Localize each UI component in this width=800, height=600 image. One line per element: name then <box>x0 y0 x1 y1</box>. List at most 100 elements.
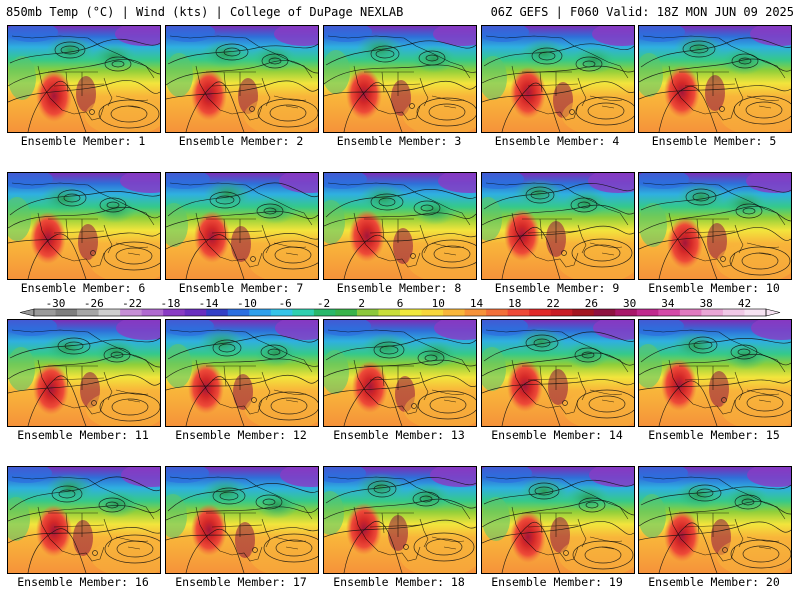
colorbar-tick-label: -10 <box>237 297 257 310</box>
colorbar-swatch <box>120 309 143 316</box>
ensemble-member-map <box>7 319 161 427</box>
ensemble-member-label: Ensemble Member: 4 <box>494 134 620 148</box>
ensemble-member-map <box>323 319 477 427</box>
ensemble-member-map <box>165 466 319 574</box>
colorbar-swatch <box>572 309 595 316</box>
ensemble-member-map <box>481 319 635 427</box>
colorbar-swatch <box>206 309 229 316</box>
ensemble-member-map <box>481 172 635 280</box>
colorbar-swatch <box>270 309 293 316</box>
ensemble-member-map <box>481 25 635 133</box>
colorbar-tick-label: -14 <box>199 297 219 310</box>
colorbar-swatch <box>464 309 487 316</box>
ensemble-member-label: Ensemble Member: 15 <box>648 428 780 442</box>
colorbar-tick-label: -26 <box>84 297 104 310</box>
ensemble-member-label: Ensemble Member: 17 <box>175 575 307 589</box>
colorbar-swatch <box>486 309 509 316</box>
colorbar-tick-label: -18 <box>160 297 180 310</box>
colorbar-swatch <box>615 309 638 316</box>
ensemble-member-label: Ensemble Member: 20 <box>648 575 780 589</box>
colorbar-swatch <box>335 309 358 316</box>
ensemble-member-label: Ensemble Member: 2 <box>178 134 304 148</box>
ensemble-member-map <box>165 25 319 133</box>
colorbar-swatch <box>356 309 379 316</box>
ensemble-member-label: Ensemble Member: 5 <box>651 134 777 148</box>
colorbar-tick-label: 2 <box>358 297 365 310</box>
colorbar-swatch <box>744 309 767 316</box>
colorbar-swatch <box>163 309 186 316</box>
ensemble-member-map <box>638 319 792 427</box>
colorbar-swatch <box>701 309 724 316</box>
colorbar-swatch <box>400 309 422 316</box>
ensemble-member-label: Ensemble Member: 3 <box>336 134 462 148</box>
ensemble-member-label: Ensemble Member: 11 <box>17 428 149 442</box>
ensemble-member-label: Ensemble Member: 16 <box>17 575 149 589</box>
ensemble-member-map <box>7 466 161 574</box>
colorbar-swatch <box>529 309 552 316</box>
ensemble-member-label: Ensemble Member: 14 <box>491 428 623 442</box>
colorbar-swatch <box>249 309 272 316</box>
colorbar-swatch <box>443 309 465 316</box>
ensemble-member-map <box>165 319 319 427</box>
ensemble-member-map <box>638 172 792 280</box>
colorbar-tick-label: -2 <box>317 297 330 310</box>
ensemble-member-map <box>7 25 161 133</box>
colorbar-tick-label: -6 <box>279 297 292 310</box>
ensemble-member-label: Ensemble Member: 10 <box>648 281 780 295</box>
run-valid-info: 06Z GEFS | F060 Valid: 18Z MON JUN 09 20… <box>490 5 794 19</box>
ensemble-member-label: Ensemble Member: 13 <box>333 428 465 442</box>
ensemble-member-label: Ensemble Member: 19 <box>491 575 623 589</box>
colorbar-tick-label: 42 <box>738 297 751 310</box>
ensemble-member-label: Ensemble Member: 8 <box>336 281 462 295</box>
colorbar-swatch <box>507 309 530 316</box>
colorbar-tick-label: 6 <box>397 297 404 310</box>
colorbar-swatch <box>636 309 659 316</box>
colorbar-swatch <box>141 309 164 316</box>
colorbar-swatch <box>593 309 616 316</box>
ensemble-member-label: Ensemble Member: 12 <box>175 428 307 442</box>
ensemble-member-label: Ensemble Member: 18 <box>333 575 465 589</box>
colorbar-outline <box>33 308 767 317</box>
colorbar-min-arrow <box>19 308 35 317</box>
colorbar-max-arrow <box>765 308 781 317</box>
ensemble-member-label: Ensemble Member: 6 <box>20 281 146 295</box>
colorbar-tick-label: 34 <box>661 297 675 310</box>
ensemble-member-map <box>323 172 477 280</box>
colorbar-tick-label: -30 <box>46 297 66 310</box>
temperature-colorbar: -30 -26 -22 -18 -14 -10 -6 -2 2 6 10 14 18 22 26 30 34 38… <box>0 296 800 318</box>
colorbar-tick-label: 14 <box>470 297 484 310</box>
colorbar-swatch <box>679 309 702 316</box>
colorbar-swatch <box>378 309 401 316</box>
map-header: 850mb Temp (°C) | Wind (kts) | College o… <box>0 0 800 24</box>
colorbar-swatch <box>34 309 56 316</box>
colorbar-tick-label: 26 <box>585 297 598 310</box>
colorbar-tick-label: -22 <box>122 297 142 310</box>
colorbar-swatch <box>98 309 121 316</box>
colorbar-tick-label: 30 <box>623 297 636 310</box>
colorbar-swatch <box>227 309 250 316</box>
ensemble-member-map <box>638 25 792 133</box>
ensemble-member-map <box>323 25 477 133</box>
ensemble-member-label: Ensemble Member: 7 <box>178 281 304 295</box>
colorbar-swatch <box>55 309 78 316</box>
colorbar-swatch <box>292 309 315 316</box>
ensemble-member-label: Ensemble Member: 1 <box>20 134 146 148</box>
colorbar-swatch <box>550 309 573 316</box>
ensemble-member-map <box>481 466 635 574</box>
colorbar-swatch <box>77 309 99 316</box>
colorbar-tick-label: 18 <box>508 297 521 310</box>
ensemble-member-map <box>165 172 319 280</box>
colorbar-tick-label: 10 <box>432 297 445 310</box>
colorbar-tick-label: 22 <box>546 297 559 310</box>
map-title: 850mb Temp (°C) | Wind (kts) | College o… <box>6 5 404 19</box>
colorbar-swatch <box>722 309 745 316</box>
colorbar-swatch <box>313 309 336 316</box>
ensemble-member-map <box>7 172 161 280</box>
ensemble-member-label: Ensemble Member: 9 <box>494 281 620 295</box>
colorbar-swatch <box>421 309 444 316</box>
colorbar-swatch <box>658 309 681 316</box>
ensemble-member-map <box>638 466 792 574</box>
colorbar-tick-label: 38 <box>700 297 713 310</box>
ensemble-member-map <box>323 466 477 574</box>
